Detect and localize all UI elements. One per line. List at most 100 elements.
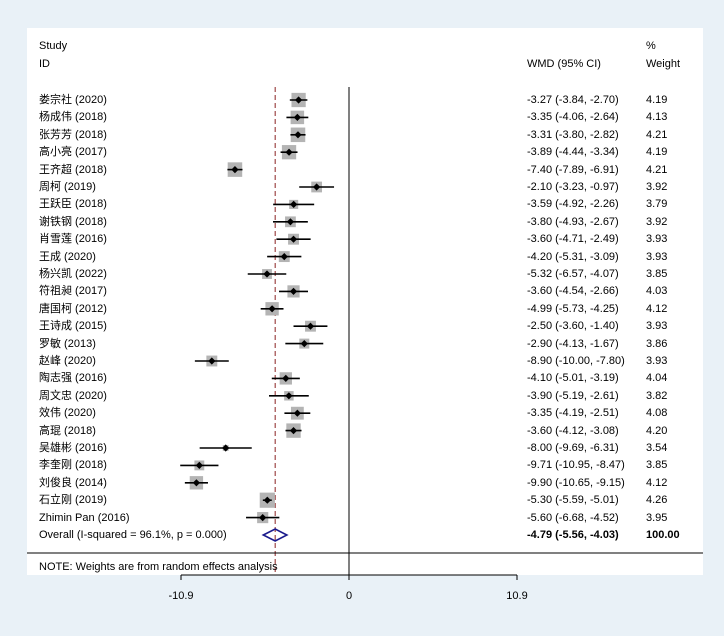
point-estimate-marker xyxy=(289,235,298,243)
study-label: 赵峰 (2020) xyxy=(39,355,96,367)
weight-text: 3.82 xyxy=(646,389,668,402)
study-label: 娄宗社 (2020) xyxy=(39,94,107,106)
point-estimate-marker xyxy=(259,514,267,522)
study-label: 效伟 (2020) xyxy=(39,407,96,420)
ci-text: -3.60 (-4.71, -2.49) xyxy=(527,233,619,246)
ci-text: -3.89 (-4.44, -3.34) xyxy=(527,146,619,159)
x-tick-label: 0 xyxy=(345,590,353,602)
footnote: NOTE: Weights are from random effects an… xyxy=(39,561,278,573)
ci-text: -9.90 (-10.65, -9.15) xyxy=(527,476,625,489)
ci-text: -3.35 (-4.06, -2.64) xyxy=(527,111,619,124)
study-label: 王成 (2020) xyxy=(39,250,96,263)
ci-text: -4.99 (-5.73, -4.25) xyxy=(527,302,619,315)
point-estimate-marker xyxy=(289,287,298,295)
point-estimate-marker xyxy=(231,166,239,174)
point-estimate-marker xyxy=(295,96,303,104)
ci-text: -7.40 (-7.89, -6.91) xyxy=(527,163,619,176)
ci-text: -2.90 (-4.13, -1.67) xyxy=(527,337,619,350)
weight-text: 3.93 xyxy=(646,355,668,367)
study-header: Study xyxy=(39,40,68,52)
study-label: 高琨 (2018) xyxy=(39,424,96,437)
weight-text: 4.12 xyxy=(646,476,668,489)
ci-text: -5.32 (-6.57, -4.07) xyxy=(527,268,619,280)
point-estimate-marker xyxy=(268,305,276,313)
study-label: Zhimin Pan (2016) xyxy=(39,511,130,524)
study-label: 石立刚 (2019) xyxy=(39,494,107,507)
weight-text: 3.54 xyxy=(646,442,668,454)
weight-text: 4.26 xyxy=(646,494,668,507)
ci-text: -3.59 (-4.92, -2.26) xyxy=(527,198,619,211)
study-label: 王齐超 (2018) xyxy=(39,163,107,176)
weight-text: 3.79 xyxy=(646,198,668,211)
ci-text: -8.00 (-9.69, -6.31) xyxy=(527,442,619,454)
study-label: 王诗成 (2015) xyxy=(39,320,107,333)
overall-weight-text: 100.00 xyxy=(646,529,680,541)
wmd-header: WMD (95% CI) xyxy=(527,58,601,70)
ci-text: -4.20 (-5.31, -3.09) xyxy=(527,250,619,263)
ci-text: -8.90 (-10.00, -7.80) xyxy=(527,355,625,367)
weight-text: 4.08 xyxy=(646,407,668,420)
study-label: 吴雄彬 (2016) xyxy=(39,442,107,454)
ci-text: -3.80 (-4.93, -2.67) xyxy=(527,215,619,228)
weight-text: 4.21 xyxy=(646,163,668,176)
study-label: 谢铁钢 (2018) xyxy=(39,215,107,228)
ci-text: -5.60 (-6.68, -4.52) xyxy=(527,511,619,524)
x-tick-label: -10.9 xyxy=(168,590,194,602)
study-label: 王跃臣 (2018) xyxy=(39,198,107,211)
point-estimate-marker xyxy=(300,340,308,348)
point-estimate-marker xyxy=(285,392,293,400)
x-tick-label: 10.9 xyxy=(506,590,528,602)
point-estimate-marker xyxy=(263,496,271,504)
point-estimate-marker xyxy=(306,322,315,330)
weight-header: Weight xyxy=(646,58,681,70)
study-label: 罗敏 (2013) xyxy=(39,337,96,350)
point-estimate-marker xyxy=(290,200,298,208)
weight-text: 3.92 xyxy=(646,215,668,228)
id-header: ID xyxy=(39,58,50,70)
weight-text: 3.85 xyxy=(646,459,668,472)
study-label: 肖雪莲 (2016) xyxy=(39,233,107,246)
study-label: 唐国柯 (2012) xyxy=(39,302,107,315)
weight-text: 3.85 xyxy=(646,268,668,280)
point-estimate-marker xyxy=(195,461,203,469)
study-label: 周柯 (2019) xyxy=(39,181,96,193)
overall-diamond xyxy=(261,528,289,542)
weight-text: 4.13 xyxy=(646,111,668,124)
study-label: 陶志强 (2016) xyxy=(39,372,107,385)
weight-text: 3.93 xyxy=(646,320,668,333)
ci-text: -5.30 (-5.59, -5.01) xyxy=(527,494,619,507)
ci-text: -4.10 (-5.01, -3.19) xyxy=(527,372,619,385)
weight-text: 3.86 xyxy=(646,337,668,350)
weight-text: 3.95 xyxy=(646,511,668,524)
ci-text: -2.10 (-3.23, -0.97) xyxy=(527,181,619,193)
point-estimate-marker xyxy=(192,479,201,487)
point-estimate-marker xyxy=(313,183,321,191)
weight-text: 4.12 xyxy=(646,302,668,315)
point-estimate-marker xyxy=(286,218,295,226)
study-label: 周文忠 (2020) xyxy=(39,389,107,402)
point-estimate-marker xyxy=(293,409,301,417)
point-estimate-marker xyxy=(282,374,290,382)
plot-panel xyxy=(27,28,703,575)
ci-text: -3.60 (-4.54, -2.66) xyxy=(527,285,619,298)
overall-label: Overall (I-squared = 96.1%, p = 0.000) xyxy=(39,529,227,541)
study-label: 杨兴凯 (2022) xyxy=(39,268,107,280)
weight-text: 4.21 xyxy=(646,128,668,141)
weight-text: 4.03 xyxy=(646,285,668,298)
point-estimate-marker xyxy=(222,444,230,452)
ci-text: -2.50 (-3.60, -1.40) xyxy=(527,320,619,333)
study-label: 杨成伟 (2018) xyxy=(39,111,107,124)
point-estimate-marker xyxy=(293,113,301,121)
ci-text: -3.90 (-5.19, -2.61) xyxy=(527,389,619,402)
weight-text: 3.93 xyxy=(646,233,668,246)
percent-header: % xyxy=(646,40,656,52)
weight-text: 4.20 xyxy=(646,424,668,437)
weight-text: 3.93 xyxy=(646,250,668,263)
study-label: 张芳芳 (2018) xyxy=(39,128,107,141)
study-label: 刘俊良 (2014) xyxy=(39,476,107,489)
weight-text: 4.19 xyxy=(646,146,668,159)
weight-text: 3.92 xyxy=(646,181,668,193)
point-estimate-marker xyxy=(294,131,302,139)
ci-text: -3.31 (-3.80, -2.82) xyxy=(527,128,619,141)
